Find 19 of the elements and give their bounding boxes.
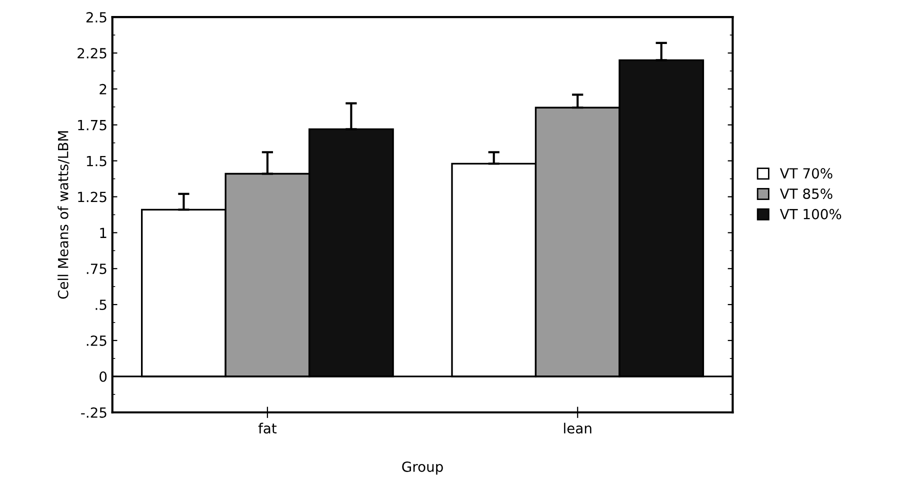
y-tick-label: 1.75 [78,120,106,130]
y-tick-label: 2 [100,84,106,94]
y-tick-label: .75 [86,264,106,274]
y-tick-label: 0 [100,371,107,382]
y-tick-label: .5 [96,300,106,310]
x-tick-label: fat [258,422,277,434]
y-tick-label: 1 [100,228,106,238]
x-tick-label: lean [564,422,592,434]
legend-label: VT 70% [780,168,832,179]
legend-label: VT 100% [780,208,842,220]
y-axis-title: Cell Means of watts/LBM [58,131,70,299]
x-axis-title: Group [402,461,443,475]
y-tick-label: 2.5 [86,12,106,23]
legend-label: VT 85% [780,188,832,199]
y-tick-label: -.25 [81,407,106,418]
y-tick-label: 2.25 [78,48,106,58]
y-tick-label: 1.5 [86,156,106,166]
y-tick-label: 1.25 [78,192,106,202]
y-tick-label: .25 [86,335,106,346]
